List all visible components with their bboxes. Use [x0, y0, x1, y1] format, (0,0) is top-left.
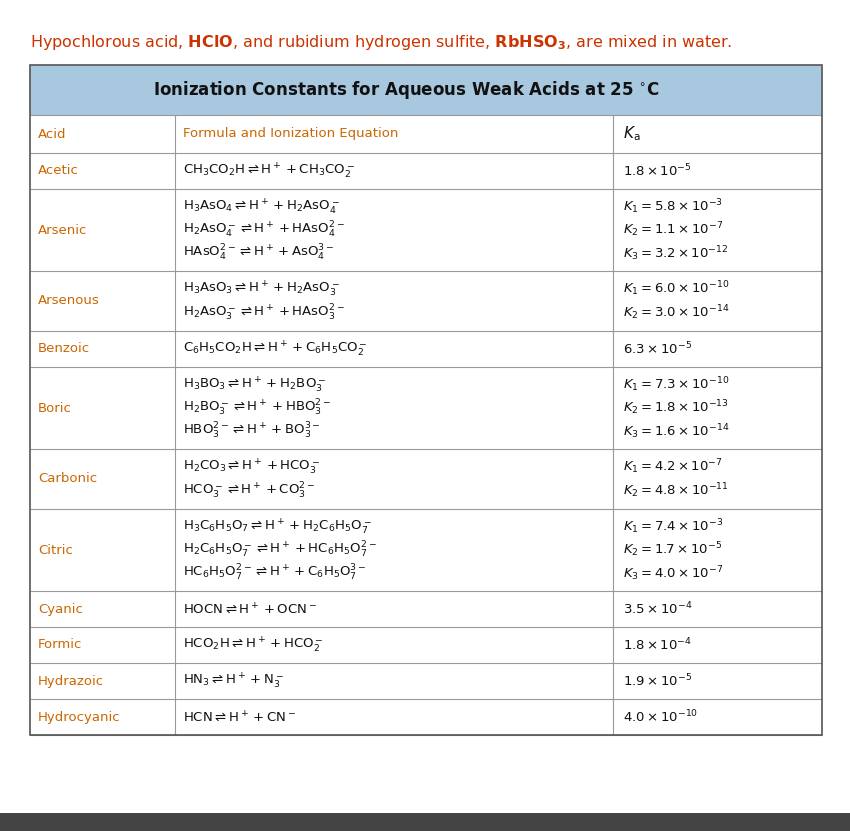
Text: Formic: Formic	[38, 638, 82, 652]
Text: Hydrazoic: Hydrazoic	[38, 675, 104, 687]
Bar	[30, 65, 822, 115]
Text: $1.8 \times 10^{-5}$: $1.8 \times 10^{-5}$	[623, 163, 692, 179]
Text: $K_2 = 4.8 \times 10^{-11}$: $K_2 = 4.8 \times 10^{-11}$	[623, 482, 728, 500]
Text: $\mathrm{HCO_3^-} \rightleftharpoons \mathrm{H^+} + \mathrm{CO_3^{2-}}$: $\mathrm{HCO_3^-} \rightleftharpoons \ma…	[183, 481, 315, 501]
Text: Cyanic: Cyanic	[38, 602, 82, 616]
Text: $\mathrm{H_3AsO_3} \rightleftharpoons \mathrm{H^+} + \mathrm{H_2AsO_3^-}$: $\mathrm{H_3AsO_3} \rightleftharpoons \m…	[183, 279, 340, 298]
Text: $1.9 \times 10^{-5}$: $1.9 \times 10^{-5}$	[623, 673, 692, 689]
Text: $K_1 = 4.2 \times 10^{-7}$: $K_1 = 4.2 \times 10^{-7}$	[623, 458, 722, 476]
Text: Carbonic: Carbonic	[38, 473, 97, 485]
Text: Formula and Ionization Equation: Formula and Ionization Equation	[183, 127, 399, 140]
Bar	[30, 663, 822, 699]
Bar	[30, 65, 822, 735]
Bar	[30, 271, 822, 331]
Text: $\mathrm{HCN} \rightleftharpoons \mathrm{H^+} + \mathrm{CN^-}$: $\mathrm{HCN} \rightleftharpoons \mathrm…	[183, 710, 297, 725]
Text: $K_2 = 1.8 \times 10^{-13}$: $K_2 = 1.8 \times 10^{-13}$	[623, 399, 729, 417]
Text: Citric: Citric	[38, 543, 73, 557]
Text: $\mathrm{H_3AsO_4} \rightleftharpoons \mathrm{H^+} + \mathrm{H_2AsO_4^-}$: $\mathrm{H_3AsO_4} \rightleftharpoons \m…	[183, 197, 340, 216]
Text: $K_1 = 5.8 \times 10^{-3}$: $K_1 = 5.8 \times 10^{-3}$	[623, 197, 723, 216]
Text: Boric: Boric	[38, 401, 72, 415]
Text: $\mathrm{H_3BO_3} \rightleftharpoons \mathrm{H^+} + \mathrm{H_2BO_3^-}$: $\mathrm{H_3BO_3} \rightleftharpoons \ma…	[183, 376, 326, 394]
Bar	[30, 331, 822, 367]
Text: $\mathrm{H_2AsO_4^-} \rightleftharpoons \mathrm{H^+} + \mathrm{HAsO_4^{2-}}$: $\mathrm{H_2AsO_4^-} \rightleftharpoons …	[183, 220, 345, 240]
Text: $6.3 \times 10^{-5}$: $6.3 \times 10^{-5}$	[623, 341, 692, 357]
Text: $K_2 = 3.0 \times 10^{-14}$: $K_2 = 3.0 \times 10^{-14}$	[623, 303, 729, 322]
Text: $K_\mathrm{a}$: $K_\mathrm{a}$	[623, 125, 641, 144]
Bar	[30, 153, 822, 189]
Text: $\mathrm{HN_3} \rightleftharpoons \mathrm{H^+} + \mathrm{N_3^-}$: $\mathrm{HN_3} \rightleftharpoons \mathr…	[183, 671, 284, 691]
Text: Acid: Acid	[38, 127, 66, 140]
Bar	[30, 591, 822, 627]
Bar	[30, 699, 822, 735]
Text: $\mathrm{HAsO_4^{2-}} \rightleftharpoons \mathrm{H^+} + \mathrm{AsO_4^{3-}}$: $\mathrm{HAsO_4^{2-}} \rightleftharpoons…	[183, 243, 334, 263]
Text: $K_1 = 6.0 \times 10^{-10}$: $K_1 = 6.0 \times 10^{-10}$	[623, 280, 729, 298]
Text: $\mathrm{C_6H_5CO_2H} \rightleftharpoons \mathrm{H^+} + \mathrm{C_6H_5CO_2^-}$: $\mathrm{C_6H_5CO_2H} \rightleftharpoons…	[183, 340, 368, 358]
Text: $\mathrm{H_2C_6H_5O_7^-} \rightleftharpoons \mathrm{H^+} + \mathrm{HC_6H_5O_7^{2: $\mathrm{H_2C_6H_5O_7^-} \rightleftharpo…	[183, 540, 377, 560]
Text: $K_3 = 3.2 \times 10^{-12}$: $K_3 = 3.2 \times 10^{-12}$	[623, 244, 728, 263]
Text: $\mathrm{HOCN} \rightleftharpoons \mathrm{H^+} + \mathrm{OCN^-}$: $\mathrm{HOCN} \rightleftharpoons \mathr…	[183, 602, 317, 617]
Text: $\mathrm{H_2BO_3^-} \rightleftharpoons \mathrm{H^+} + \mathrm{HBO_3^{2-}}$: $\mathrm{H_2BO_3^-} \rightleftharpoons \…	[183, 398, 332, 418]
Bar	[30, 449, 822, 509]
Text: Benzoic: Benzoic	[38, 342, 90, 356]
Text: $\mathrm{HC_6H_5O_7^{2-}} \rightleftharpoons \mathrm{H^+} + \mathrm{C_6H_5O_7^{3: $\mathrm{HC_6H_5O_7^{2-}} \rightleftharp…	[183, 563, 366, 583]
Bar	[30, 509, 822, 591]
Bar	[30, 189, 822, 271]
Text: Hydrocyanic: Hydrocyanic	[38, 711, 121, 724]
Text: $\mathrm{HCO_2H} \rightleftharpoons \mathrm{H^+} + \mathrm{HCO_2^-}$: $\mathrm{HCO_2H} \rightleftharpoons \mat…	[183, 636, 324, 654]
Text: $\mathrm{HBO_3^{2-}} \rightleftharpoons \mathrm{H^+} + \mathrm{BO_3^{3-}}$: $\mathrm{HBO_3^{2-}} \rightleftharpoons …	[183, 421, 320, 441]
Text: $K_2 = 1.1 \times 10^{-7}$: $K_2 = 1.1 \times 10^{-7}$	[623, 221, 723, 239]
Text: $\mathrm{H_2AsO_3^-} \rightleftharpoons \mathrm{H^+} + \mathrm{HAsO_3^{2-}}$: $\mathrm{H_2AsO_3^-} \rightleftharpoons …	[183, 303, 345, 323]
Text: $K_1 = 7.3 \times 10^{-10}$: $K_1 = 7.3 \times 10^{-10}$	[623, 376, 729, 394]
Text: $\mathrm{H_2CO_3} \rightleftharpoons \mathrm{H^+} + \mathrm{HCO_3^-}$: $\mathrm{H_2CO_3} \rightleftharpoons \ma…	[183, 458, 320, 476]
Text: $K_3 = 1.6 \times 10^{-14}$: $K_3 = 1.6 \times 10^{-14}$	[623, 422, 729, 440]
Text: Arsenic: Arsenic	[38, 224, 88, 237]
Text: $4.0 \times 10^{-10}$: $4.0 \times 10^{-10}$	[623, 709, 698, 725]
Text: $1.8 \times 10^{-4}$: $1.8 \times 10^{-4}$	[623, 637, 692, 653]
Text: $K_1 = 7.4 \times 10^{-3}$: $K_1 = 7.4 \times 10^{-3}$	[623, 518, 723, 536]
Text: Arsenous: Arsenous	[38, 294, 99, 307]
Bar	[30, 115, 822, 153]
Text: Ionization Constants for Aqueous Weak Acids at 25 $^{\circ}$C: Ionization Constants for Aqueous Weak Ac…	[152, 79, 660, 101]
Bar	[30, 367, 822, 449]
Bar	[30, 627, 822, 663]
Text: Hypochlorous acid, $\mathbf{HClO}$, and rubidium hydrogen sulfite, $\mathbf{RbHS: Hypochlorous acid, $\mathbf{HClO}$, and …	[30, 32, 733, 52]
Text: $\mathrm{H_3C_6H_5O_7} \rightleftharpoons \mathrm{H^+} + \mathrm{H_2C_6H_5O_7^-}: $\mathrm{H_3C_6H_5O_7} \rightleftharpoon…	[183, 517, 372, 536]
Text: $K_3 = 4.0 \times 10^{-7}$: $K_3 = 4.0 \times 10^{-7}$	[623, 564, 723, 583]
Text: Acetic: Acetic	[38, 165, 79, 178]
Text: $\mathrm{CH_3CO_2H} \rightleftharpoons \mathrm{H^+} + \mathrm{CH_3CO_2^-}$: $\mathrm{CH_3CO_2H} \rightleftharpoons \…	[183, 161, 355, 180]
Text: $3.5 \times 10^{-4}$: $3.5 \times 10^{-4}$	[623, 601, 693, 617]
Bar	[0, 813, 850, 831]
Text: $K_2 = 1.7 \times 10^{-5}$: $K_2 = 1.7 \times 10^{-5}$	[623, 541, 722, 559]
